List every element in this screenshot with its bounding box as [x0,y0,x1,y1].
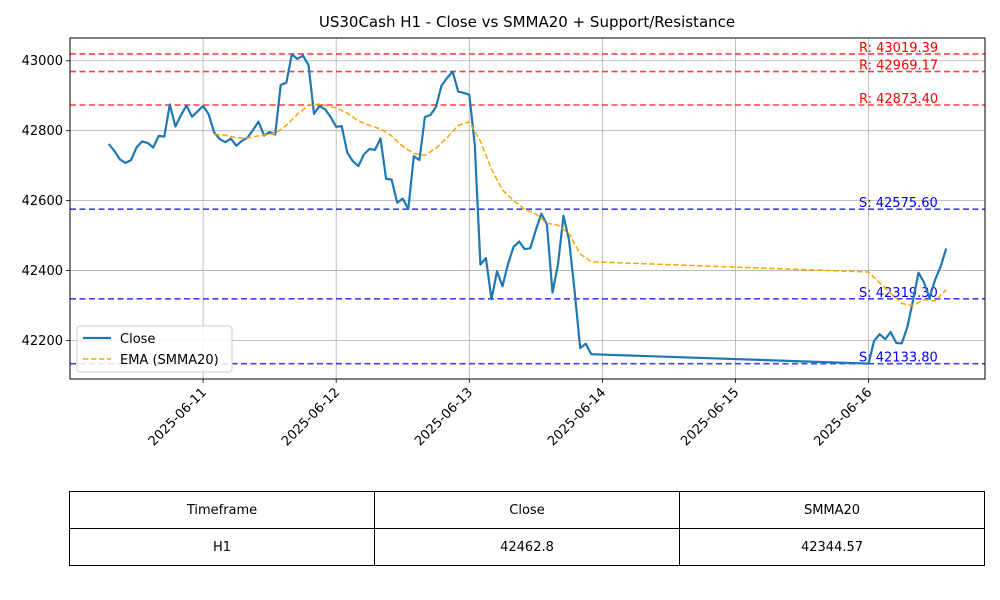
summary-table: Timeframe Close SMMA20 H1 42462.8 42344.… [69,491,985,566]
resistance-level-label: R: 43019.39 [859,41,938,56]
table-cell: H1 [69,528,375,566]
table-row: H1 42462.8 42344.57 [69,528,985,566]
y-tick-label: 42800 [22,124,63,139]
close-series-line [107,53,948,365]
table-cell: 42462.8 [374,528,680,566]
support-level-label: S: 42575.60 [859,196,938,211]
x-tick-label: 2025-06-12 [279,385,343,449]
chart-title: US30Cash H1 - Close vs SMMA20 + Support/… [319,13,735,31]
legend-box [76,325,233,373]
y-tick-label: 42600 [22,194,63,209]
table-header-row: Timeframe Close SMMA20 [69,491,985,529]
table-header-cell: SMMA20 [679,491,985,529]
support-level-label: S: 42133.80 [859,351,938,366]
resistance-level-label: R: 42873.40 [859,92,938,107]
table-cell: 42344.57 [679,528,985,566]
table-header-cell: Close [374,491,680,529]
smma-series-line [214,103,947,307]
y-tick-label: 42200 [22,334,63,349]
x-tick-label: 2025-06-16 [811,385,875,449]
plot-area: R: 43019.39 R: 42969.17 R: 42873.40 S: 4257… [22,37,986,449]
plot-frame [69,37,986,380]
x-tick-label: 2025-06-13 [412,385,476,449]
resistance-level-label: R: 42969.17 [859,59,938,74]
legend-label: EMA (SMMA20) [120,353,219,368]
support-level-label: S: 42319.30 [859,286,938,301]
x-tick-label: 2025-06-15 [678,385,742,449]
x-tick-label: 2025-06-14 [545,385,609,449]
y-tick-label: 43000 [22,54,63,69]
y-tick-label: 42400 [22,264,63,279]
table-header-cell: Timeframe [69,491,375,529]
legend-label: Close [120,332,155,347]
chart-legend: Close EMA (SMMA20) [76,325,233,373]
x-tick-label: 2025-06-11 [146,385,210,449]
